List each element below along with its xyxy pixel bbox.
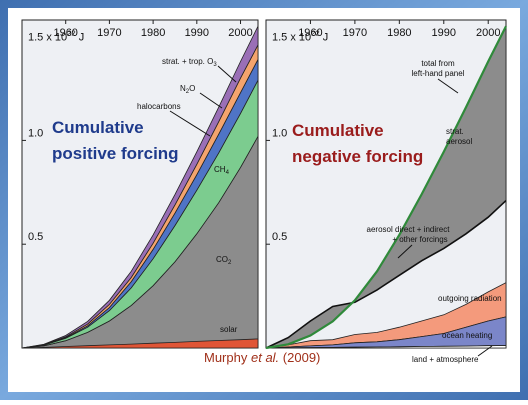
label-o3-leader: [217, 65, 237, 83]
label-strat-line2: aerosol: [446, 137, 472, 146]
y-tick-label: 1.0: [28, 127, 43, 139]
label-aerosol-line2: + other forcings: [392, 235, 447, 244]
y-unit-label: 1.5 x 1022 J: [28, 29, 84, 44]
credit-text: Murphy et al. (2009): [204, 350, 320, 365]
y-unit-label: 1.5 x 1022 J: [272, 29, 328, 44]
left-panel: 1960 1970 1980 1990 2000 0.5 1.0 1.5 x 1022 J st…: [21, 19, 259, 349]
credit-year: (2009): [283, 350, 321, 365]
x-tick-label: 1990: [432, 27, 456, 39]
label-total-leader: [437, 78, 459, 94]
label-o3: strat. + trop. O3: [162, 57, 217, 68]
area-land-atmosphere: [265, 345, 507, 349]
x-tick-label: 1980: [387, 27, 411, 39]
area-o3: [21, 26, 259, 349]
y-tick-label: 1.0: [272, 127, 287, 139]
x-tick-label: 1980: [141, 27, 165, 39]
label-n2o: N2O: [180, 84, 195, 95]
y-tick-label: 0.5: [28, 231, 43, 243]
credit-backdrop: [198, 349, 324, 367]
label-land-atmosphere: land + atmosphere: [412, 355, 479, 364]
label-halocarbons-leader: [169, 110, 211, 137]
label-outgoing-radiation: outgoing radiation: [438, 294, 502, 303]
label-total-line2: left-hand panel: [412, 69, 465, 78]
x-tick-label: 1960: [298, 27, 322, 39]
credit-etal: et al.: [251, 350, 279, 365]
label-total-line1: total from: [421, 59, 455, 68]
line-total-from-left: [265, 25, 507, 350]
chart-title-right: Cumulative negative forcing: [292, 121, 423, 166]
x-tick-label: 2000: [476, 27, 500, 39]
label-strat-line1: strat.: [446, 127, 464, 136]
label-ocean-heating: ocean heating: [442, 331, 492, 340]
credit: Murphy et al. (2009): [198, 349, 324, 367]
x-tick-label: 1990: [185, 27, 209, 39]
x-tick-label: 1960: [53, 27, 77, 39]
label-halocarbons: halocarbons: [137, 102, 181, 111]
label-ch4: CH4: [214, 165, 230, 176]
line-aerosol-direct-indirect: [265, 200, 507, 349]
area-solar: [21, 338, 259, 349]
credit-author: Murphy: [204, 350, 248, 365]
label-aerosol-leader: [397, 244, 413, 259]
label-solar: solar: [220, 325, 238, 334]
right-panel: 1960 1970 1980 1990 2000 0.5 1.0 1.5 x 1022 J to…: [265, 19, 507, 364]
chart-title-left: Cumulative positive forcing: [52, 118, 179, 163]
label-land-leader: [477, 345, 493, 357]
label-n2o-leader: [199, 92, 223, 109]
label-aerosol-line1: aerosol direct + indirect: [367, 225, 451, 234]
x-tick-label: 1970: [97, 27, 121, 39]
label-co2: CO2: [216, 255, 232, 266]
y-tick-label: 0.5: [272, 231, 287, 243]
x-tick-label: 1970: [343, 27, 367, 39]
x-tick-label: 2000: [228, 27, 252, 39]
